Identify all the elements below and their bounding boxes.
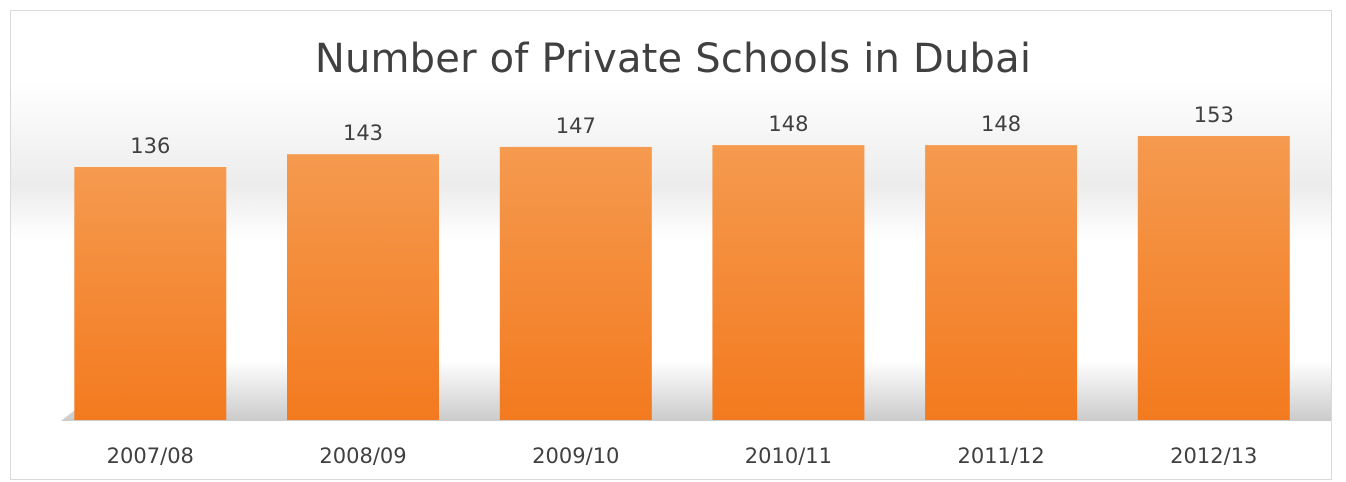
- category-label: 2008/09: [319, 444, 406, 468]
- bar-2007-08: [74, 167, 227, 420]
- bar-2009-10: [499, 146, 652, 420]
- bar-2012-13: [1137, 136, 1290, 420]
- bar-2010-11: [712, 145, 865, 420]
- bar-value-label: 153: [1194, 103, 1234, 127]
- bar-value-label: 148: [981, 112, 1021, 136]
- bar-value-label: 143: [343, 121, 383, 145]
- category-label: 2012/13: [1170, 444, 1257, 468]
- category-label: 2009/10: [532, 444, 619, 468]
- bars-group: [74, 136, 1290, 420]
- category-label: 2011/12: [957, 444, 1044, 468]
- bar-value-label: 136: [130, 134, 170, 158]
- floor-shadow: [61, 361, 1331, 421]
- bar-2008-09: [287, 154, 439, 420]
- value-labels-group: 136 143 147 148 148 153: [130, 103, 1234, 158]
- chart-frame: [10, 10, 1332, 480]
- category-label: 2007/08: [107, 444, 194, 468]
- bar-2011-12: [925, 145, 1078, 420]
- category-label: 2010/11: [745, 444, 832, 468]
- bar-value-label: 148: [768, 112, 808, 136]
- chart-title: Number of Private Schools in Dubai: [314, 36, 1032, 82]
- category-labels-group: 2007/08 2008/09 2009/10 2010/11 2011/12 2012/…: [107, 444, 1258, 468]
- bar-value-label: 147: [556, 114, 596, 138]
